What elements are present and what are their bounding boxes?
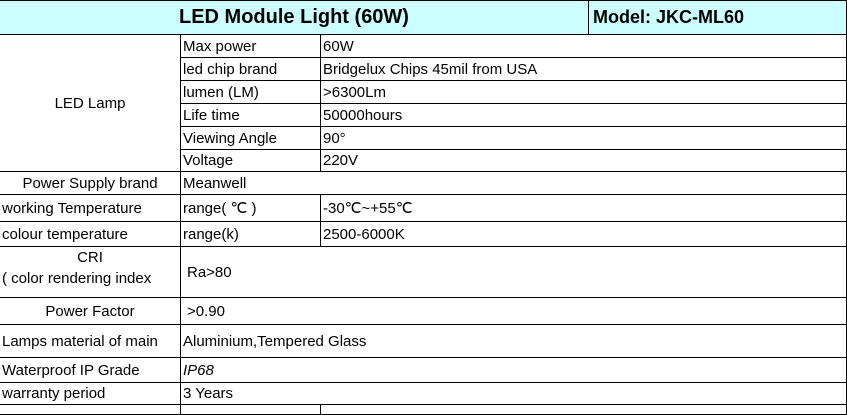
cri-value: Ra>80 (180, 246, 847, 298)
waterproof-label: Waterproof IP Grade (0, 357, 181, 383)
table-row: Lamps material of main Aluminium,Tempere… (0, 324, 847, 358)
spec-name: led chip brand (180, 57, 321, 81)
material-label: Lamps material of main (0, 324, 181, 358)
empty-cell (320, 404, 847, 415)
power-supply-value: Meanwell (180, 171, 847, 195)
table-row: Power Supply brand Meanwell (0, 171, 847, 195)
table-row: LED Lamp Max power 60W (0, 34, 847, 172)
working-temp-value: -30℃~+55℃ (320, 194, 847, 222)
empty-cell (0, 404, 181, 415)
header-row: LED Module Light (60W) Model: JKC-ML60 (0, 0, 847, 35)
spec-name: lumen (LM) (180, 80, 321, 104)
table-row: colour temperature range(k) 2500-6000K (0, 221, 847, 247)
cri-label-line2: ( color rendering index (2, 270, 152, 287)
table-row: working Temperature range( ℃ ) -30℃~+55℃ (0, 194, 847, 222)
table-row: lumen (LM) >6300Lm (0, 80, 847, 104)
table-row: Life time 50000hours (0, 103, 847, 127)
warranty-value: 3 Years (180, 382, 847, 405)
table-row: Power Factor >0.90 (0, 297, 847, 325)
spec-name: Max power (180, 34, 321, 58)
spec-value: 90° (320, 126, 847, 150)
model-number: Model: JKC-ML60 (588, 0, 847, 35)
power-factor-value: >0.90 (180, 297, 847, 325)
led-lamp-label: LED Lamp (0, 34, 181, 172)
working-temp-label: working Temperature (0, 194, 181, 222)
colour-temp-value: 2500-6000K (320, 221, 847, 247)
power-supply-label: Power Supply brand (0, 171, 181, 195)
table-row: CRI ( color rendering index Ra>80 (0, 246, 847, 298)
cri-label: CRI ( color rendering index (0, 246, 181, 298)
waterproof-value: IP68 (180, 357, 847, 383)
colour-temp-unit: range(k) (180, 221, 321, 247)
colour-temp-label: colour temperature (0, 221, 181, 247)
spec-name: Voltage (180, 149, 321, 172)
material-value: Aluminium,Tempered Glass (180, 324, 847, 358)
spec-value: >6300Lm (320, 80, 847, 104)
table-row (0, 404, 847, 415)
cri-label-line1: CRI (77, 249, 103, 266)
table-row: warranty period 3 Years (0, 382, 847, 405)
spec-name: Viewing Angle (180, 126, 321, 150)
table-row: led chip brand Bridgelux Chips 45mil fro… (0, 57, 847, 81)
spec-value: 220V (320, 149, 847, 172)
table-row: Viewing Angle 90° (0, 126, 847, 150)
spec-name: Life time (180, 103, 321, 127)
power-factor-label: Power Factor (0, 297, 181, 325)
spec-value: 50000hours (320, 103, 847, 127)
spec-value: Bridgelux Chips 45mil from USA (320, 57, 847, 81)
spec-value: 60W (320, 34, 847, 58)
warranty-label: warranty period (0, 382, 181, 405)
empty-cell (180, 404, 321, 415)
table-row: Waterproof IP Grade IP68 (0, 357, 847, 383)
product-title: LED Module Light (60W) (0, 0, 589, 35)
working-temp-unit: range( ℃ ) (180, 194, 321, 222)
